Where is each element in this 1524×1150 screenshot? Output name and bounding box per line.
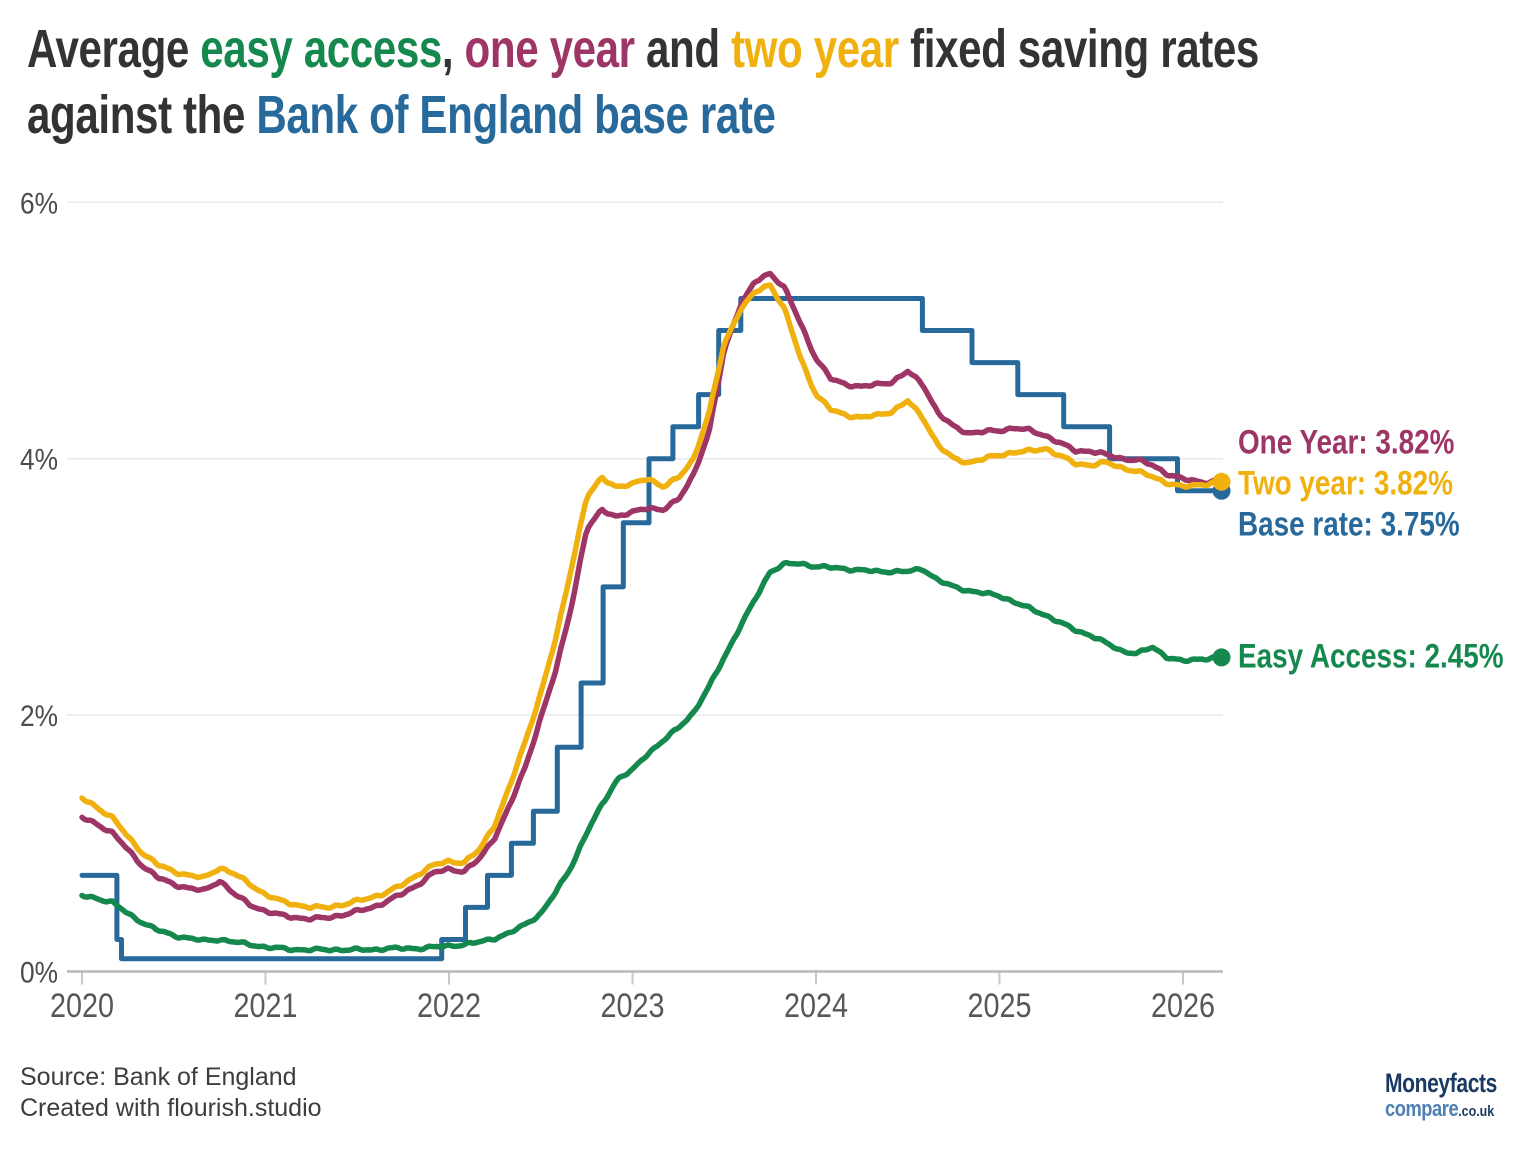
series-line-base-rate <box>79 296 1224 962</box>
series-line-one-year <box>79 270 1225 923</box>
title-segment: Average <box>27 19 201 79</box>
title-segment: one year <box>464 19 636 79</box>
series-line-two-year <box>79 282 1225 912</box>
series-line-easy-access <box>79 559 1225 954</box>
x-tick-label: 2025 <box>968 987 1032 1025</box>
x-tick-label: 2022 <box>417 987 481 1025</box>
title-segment: and <box>634 19 732 79</box>
chart-title: Average easy access, one year and two ye… <box>27 16 1524 148</box>
x-tick-label: 2024 <box>784 987 848 1025</box>
annotation-one-year: One Year: 3.82% <box>1238 423 1455 462</box>
title-segment: easy access <box>200 19 442 79</box>
source-text: Source: Bank of England <box>20 1063 297 1091</box>
annotation-two-year: Two year: 3.82% <box>1238 464 1453 503</box>
y-tick-label: 4% <box>20 444 58 477</box>
series-end-dot-easy-access <box>1212 648 1231 667</box>
chart-title-line-1: Average easy access, one year and two ye… <box>27 16 1259 82</box>
x-tick-label: 2026 <box>1151 987 1215 1025</box>
chart-title-line-2: against the Bank of England base rate <box>27 82 1259 148</box>
credit-text: Created with flourish.studio <box>20 1094 322 1122</box>
x-tick-label: 2023 <box>601 987 665 1025</box>
title-segment: against the <box>27 85 257 145</box>
title-segment: Bank of England base rate <box>256 85 776 145</box>
title-segment: two year <box>731 19 899 79</box>
series-end-dot-two-year <box>1212 472 1231 491</box>
logo-suffix: .co.uk <box>1458 1103 1495 1120</box>
logo-name: Moneyfacts <box>1385 1068 1497 1098</box>
annotation-base-rate: Base rate: 3.75% <box>1238 505 1460 544</box>
moneyfacts-logo: Moneyfacts compare.co.uk <box>1385 1070 1524 1120</box>
title-segment: , <box>441 19 465 79</box>
x-tick-label: 2021 <box>234 987 298 1025</box>
x-tick-label: 2020 <box>50 987 114 1025</box>
chart-footer: Source: Bank of England Created with flo… <box>20 1062 322 1124</box>
y-tick-label: 2% <box>20 700 58 733</box>
logo-compare: compare <box>1385 1096 1459 1121</box>
y-tick-label: 6% <box>20 187 58 220</box>
annotation-easy-access: Easy Access: 2.45% <box>1238 637 1504 676</box>
y-tick-label: 0% <box>20 957 58 990</box>
title-segment: fixed saving rates <box>898 19 1259 79</box>
logo-subline: compare.co.uk <box>1385 1098 1504 1120</box>
